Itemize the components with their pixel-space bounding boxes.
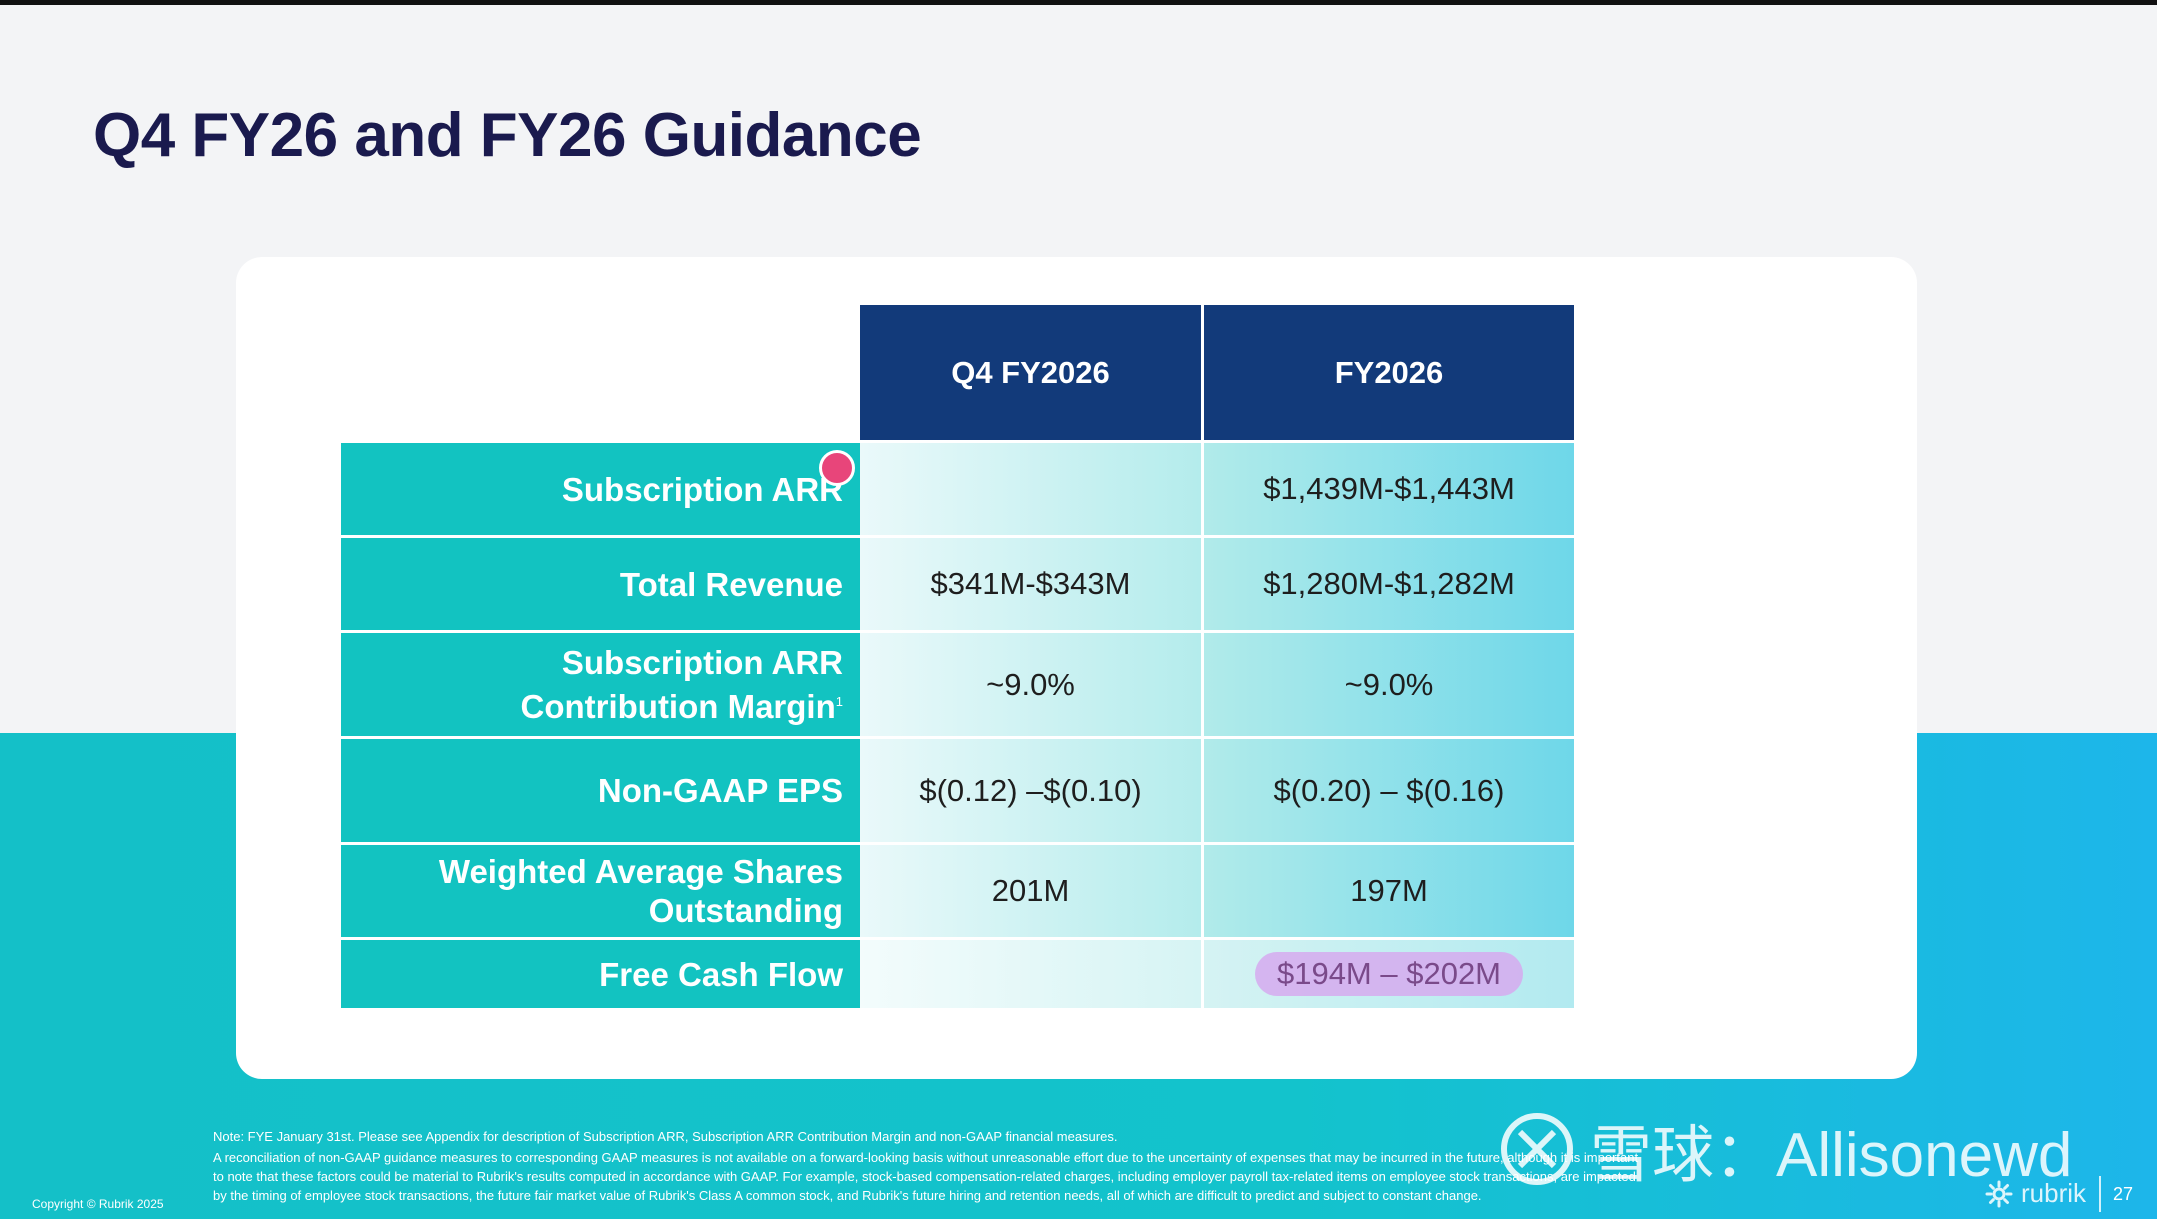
cell-q4-weighted-shares: 201M [860, 842, 1204, 937]
row-label-weighted-shares: Weighted Average Shares Outstanding [341, 842, 860, 937]
cell-fy-weighted-shares: 197M [1204, 842, 1574, 937]
highlighted-value: $194M – $202M [1254, 952, 1524, 996]
table-row: Total Revenue $341M-$343M $1,280M-$1,282… [341, 535, 1574, 630]
top-edge-bar [0, 0, 2157, 5]
cell-q4-non-gaap-eps: $(0.12) –$(0.10) [860, 736, 1204, 842]
table-row: Non-GAAP EPS $(0.12) –$(0.10) $(0.20) – … [341, 736, 1574, 842]
cell-q4-contribution-margin: ~9.0% [860, 630, 1204, 736]
cell-q4-free-cash-flow [860, 937, 1204, 1008]
watermark-text: 雪球：Allisonewd [1590, 1121, 2073, 1190]
cell-q4-total-revenue: $341M-$343M [860, 535, 1204, 630]
row-label-total-revenue: Total Revenue [341, 535, 860, 630]
row-label-contribution-margin: Subscription ARR Contribution Margin1 [341, 630, 860, 736]
annotation-dot [819, 450, 855, 486]
table-row: Subscription ARR Contribution Margin1 ~9… [341, 630, 1574, 736]
footnotes: Note: FYE January 31st. Please see Appen… [213, 1127, 1953, 1205]
column-header-q4: Q4 FY2026 [860, 305, 1204, 440]
cell-fy-non-gaap-eps: $(0.20) – $(0.16) [1204, 736, 1574, 842]
table-header-row: Q4 FY2026 FY2026 [341, 305, 1574, 440]
copyright-text: Copyright © Rubrik 2025 [32, 1197, 164, 1211]
note-line: A reconciliation of non-GAAP guidance me… [213, 1150, 1639, 1165]
footer-divider [2099, 1176, 2101, 1212]
column-header-fy: FY2026 [1204, 305, 1574, 440]
table-row: Weighted Average Shares Outstanding 201M… [341, 842, 1574, 937]
brand-logo: rubrik [1985, 1178, 2086, 1209]
row-label-line: Weighted Average Shares [438, 853, 843, 890]
row-label-non-gaap-eps: Non-GAAP EPS [341, 736, 860, 842]
snowball-logo-icon [1501, 1113, 1573, 1185]
footnote-marker: 1 [835, 694, 843, 709]
cell-fy-contribution-margin: ~9.0% [1204, 630, 1574, 736]
note-line: to note that these factors could be mate… [213, 1169, 1636, 1184]
watermark: 雪球：Allisonewd [1498, 1104, 2072, 1194]
row-label-subscription-arr: Subscription ARR [341, 440, 860, 535]
row-label-line: Subscription ARR [561, 644, 843, 681]
cell-fy-free-cash-flow: $194M – $202M [1204, 937, 1574, 1008]
row-label-free-cash-flow: Free Cash Flow [341, 937, 860, 1008]
note-line: by the timing of employee stock transact… [213, 1188, 1482, 1203]
cell-q4-subscription-arr [860, 440, 1204, 535]
page-title: Q4 FY26 and FY26 Guidance [93, 101, 922, 170]
row-label-line: Outstanding [648, 892, 843, 929]
page-number: 27 [2113, 1184, 2134, 1204]
guidance-table: Q4 FY2026 FY2026 Subscription ARR $1,439… [341, 305, 1574, 1008]
table-row: Free Cash Flow $194M – $202M [341, 937, 1574, 1008]
brand-name: rubrik [2021, 1178, 2087, 1208]
row-label-line: Contribution Margin [520, 688, 836, 725]
table-corner [341, 305, 860, 440]
table-row: Subscription ARR $1,439M-$1,443M [341, 440, 1574, 535]
cell-fy-total-revenue: $1,280M-$1,282M [1204, 535, 1574, 630]
rubrik-logo-icon [1985, 1180, 2013, 1207]
cell-fy-subscription-arr: $1,439M-$1,443M [1204, 440, 1574, 535]
note-line: Note: FYE January 31st. Please see Appen… [213, 1129, 1118, 1144]
